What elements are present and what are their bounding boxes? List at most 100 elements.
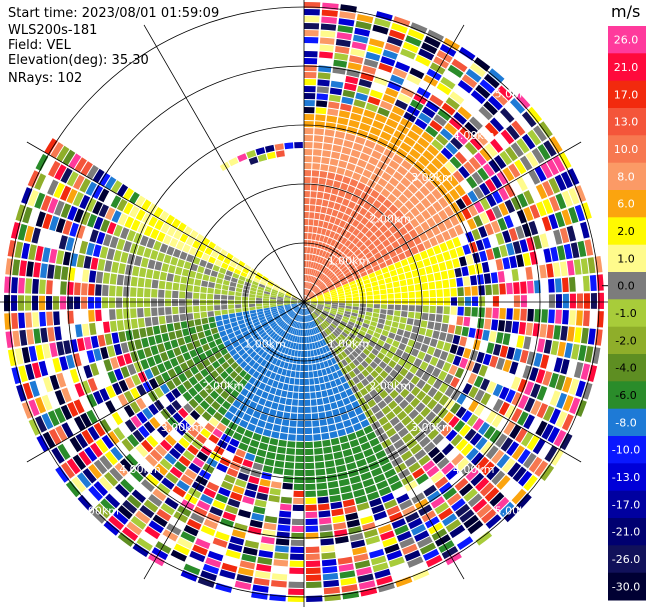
velocity-gate bbox=[141, 337, 150, 348]
velocity-gate bbox=[306, 289, 309, 296]
velocity-gate bbox=[308, 364, 313, 371]
range-labels: 1.00km2.00km3.00km4.00km5.00km1.00km2.00… bbox=[77, 87, 536, 517]
velocity-gate bbox=[492, 90, 508, 106]
velocity-gate bbox=[136, 537, 153, 552]
velocity-gate bbox=[304, 282, 307, 289]
velocity-gate bbox=[300, 315, 303, 322]
velocity-gate bbox=[51, 447, 65, 464]
velocity-gate bbox=[215, 531, 230, 542]
velocity-gate bbox=[518, 470, 533, 487]
velocity-gate bbox=[348, 353, 356, 361]
velocity-gate bbox=[315, 326, 321, 333]
velocity-gate bbox=[445, 429, 458, 442]
velocity-gate bbox=[455, 438, 468, 452]
colorbar-tick-label: -2.0 bbox=[615, 334, 636, 347]
velocity-gate bbox=[352, 306, 359, 310]
velocity-gate bbox=[294, 469, 304, 476]
velocity-gate bbox=[478, 226, 488, 238]
velocity-gate bbox=[306, 336, 309, 343]
velocity-gate bbox=[388, 360, 397, 369]
velocity-gate bbox=[523, 452, 537, 469]
velocity-gate bbox=[365, 221, 374, 230]
velocity-gate bbox=[361, 369, 370, 378]
velocity-gate bbox=[234, 374, 243, 383]
velocity-gate bbox=[438, 262, 447, 271]
velocity-gate bbox=[328, 94, 341, 103]
velocity-gate bbox=[395, 384, 405, 394]
velocity-gate bbox=[123, 187, 134, 201]
velocity-gate bbox=[335, 270, 343, 277]
velocity-gate bbox=[146, 238, 156, 249]
velocity-gate bbox=[277, 302, 284, 305]
velocity-gate bbox=[326, 388, 334, 396]
velocity-gate bbox=[320, 314, 326, 320]
velocity-gate bbox=[455, 503, 471, 518]
velocity-gate bbox=[308, 307, 313, 313]
velocity-gate bbox=[67, 401, 79, 417]
velocity-gate bbox=[349, 532, 364, 542]
velocity-gate bbox=[291, 302, 298, 304]
velocity-gate bbox=[39, 295, 46, 311]
velocity-gate bbox=[543, 405, 555, 422]
velocity-gate bbox=[379, 370, 389, 379]
velocity-gate bbox=[263, 293, 270, 297]
velocity-gate bbox=[158, 280, 166, 290]
velocity-gate bbox=[336, 286, 343, 291]
azimuth-line bbox=[303, 141, 582, 303]
velocity-gate bbox=[144, 288, 151, 298]
velocity-gate bbox=[473, 186, 485, 200]
velocity-gate bbox=[151, 307, 158, 317]
velocity-gate bbox=[329, 194, 337, 202]
velocity-gate bbox=[237, 153, 248, 163]
velocity-gate bbox=[185, 414, 196, 426]
velocity-gate bbox=[54, 164, 67, 181]
velocity-gate bbox=[124, 216, 135, 229]
velocity-gate bbox=[178, 437, 190, 449]
velocity-gate bbox=[389, 511, 404, 523]
velocity-gate bbox=[187, 427, 199, 438]
velocity-gate bbox=[432, 201, 443, 213]
velocity-gate bbox=[561, 190, 573, 207]
velocity-gate bbox=[28, 399, 40, 417]
velocity-gate bbox=[597, 292, 605, 309]
velocity-gate bbox=[136, 384, 147, 396]
velocity-gate bbox=[454, 224, 464, 236]
velocity-gate bbox=[466, 218, 477, 230]
velocity-gate bbox=[389, 215, 399, 224]
velocity-gate bbox=[40, 327, 49, 343]
velocity-gate bbox=[511, 120, 526, 136]
velocity-gate bbox=[479, 212, 490, 225]
velocity-gate bbox=[176, 241, 185, 251]
velocity-gate bbox=[281, 339, 287, 346]
velocity-gate bbox=[342, 316, 350, 321]
velocity-gate bbox=[317, 369, 323, 377]
velocity-gate bbox=[342, 213, 350, 222]
velocity-gate bbox=[334, 218, 341, 226]
velocity-gate bbox=[288, 427, 297, 434]
velocity-gate bbox=[25, 278, 32, 294]
velocity-gate bbox=[305, 434, 313, 441]
velocity-gate bbox=[382, 537, 398, 548]
velocity-gate bbox=[361, 360, 369, 369]
velocity-gate bbox=[314, 255, 319, 262]
velocity-gate bbox=[288, 311, 294, 316]
velocity-gate bbox=[438, 382, 449, 394]
velocity-gate bbox=[305, 289, 308, 296]
velocity-gate bbox=[196, 451, 209, 462]
velocity-gate bbox=[343, 329, 350, 335]
velocity-gate bbox=[145, 473, 160, 487]
velocity-gate bbox=[193, 306, 200, 313]
velocity-gate bbox=[388, 332, 396, 340]
velocity-gate bbox=[398, 252, 406, 261]
velocity-gate bbox=[346, 519, 361, 528]
velocity-gate bbox=[383, 229, 393, 239]
velocity-gate bbox=[36, 435, 50, 452]
velocity-gate bbox=[298, 300, 304, 302]
velocity-gate bbox=[539, 324, 547, 338]
velocity-gate bbox=[193, 292, 200, 299]
velocity-gate bbox=[420, 250, 429, 260]
velocity-gate bbox=[315, 114, 326, 122]
velocity-gate bbox=[135, 510, 151, 524]
velocity-gate bbox=[287, 363, 293, 370]
velocity-gate bbox=[305, 268, 308, 275]
